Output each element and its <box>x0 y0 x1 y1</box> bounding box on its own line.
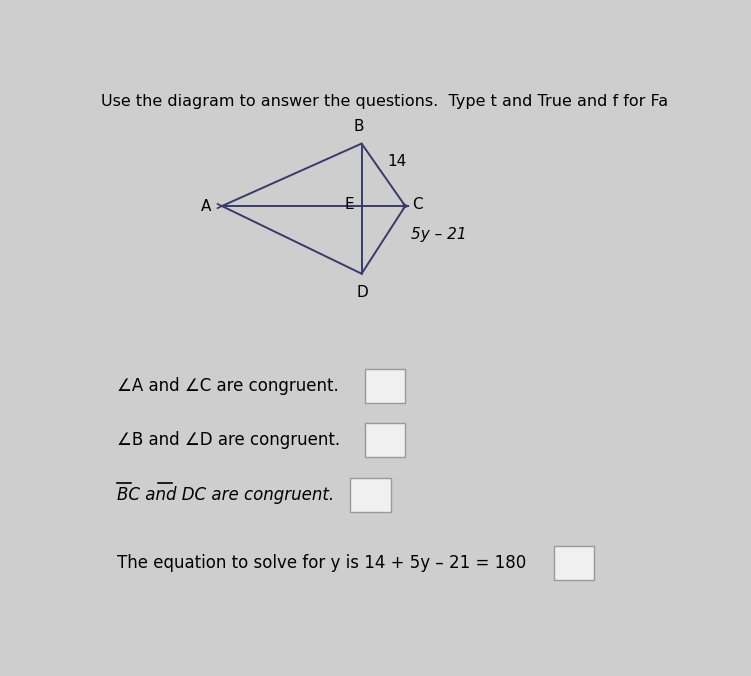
Text: Use the diagram to answer the questions.  Type t and True and f for Fa: Use the diagram to answer the questions.… <box>101 94 668 109</box>
Text: E: E <box>345 197 354 212</box>
FancyBboxPatch shape <box>364 368 406 402</box>
Text: A: A <box>201 199 212 214</box>
Text: ∠A and ∠C are congruent.: ∠A and ∠C are congruent. <box>117 377 339 395</box>
Text: The equation to solve for y is 14 + 5y – 21 = 180: The equation to solve for y is 14 + 5y –… <box>117 554 526 572</box>
FancyBboxPatch shape <box>350 478 391 512</box>
Text: 5y – 21: 5y – 21 <box>411 227 466 242</box>
Text: D: D <box>357 285 369 300</box>
Text: C: C <box>412 197 423 212</box>
Text: BC and DC are congruent.: BC and DC are congruent. <box>117 486 334 504</box>
Text: 14: 14 <box>388 154 407 169</box>
Text: B: B <box>354 119 364 135</box>
FancyBboxPatch shape <box>553 546 595 579</box>
FancyBboxPatch shape <box>364 423 406 457</box>
Text: ∠B and ∠D are congruent.: ∠B and ∠D are congruent. <box>117 431 340 450</box>
